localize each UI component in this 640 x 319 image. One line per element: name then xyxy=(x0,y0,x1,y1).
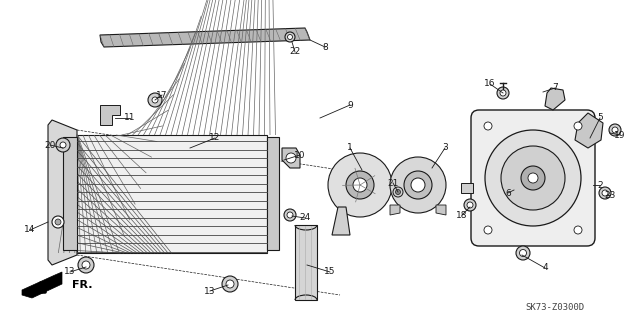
Circle shape xyxy=(411,178,425,192)
Circle shape xyxy=(501,146,565,210)
Text: 1: 1 xyxy=(347,144,353,152)
Text: 22: 22 xyxy=(289,48,301,56)
Polygon shape xyxy=(100,105,120,125)
Text: 11: 11 xyxy=(124,114,136,122)
Circle shape xyxy=(55,219,61,225)
Text: 19: 19 xyxy=(614,130,626,139)
Text: 16: 16 xyxy=(484,79,496,88)
Circle shape xyxy=(148,93,162,107)
Polygon shape xyxy=(22,272,62,298)
Circle shape xyxy=(521,166,545,190)
Text: 17: 17 xyxy=(156,91,168,100)
Circle shape xyxy=(574,122,582,130)
Circle shape xyxy=(500,90,506,96)
Circle shape xyxy=(516,246,530,260)
Bar xyxy=(267,137,279,250)
Circle shape xyxy=(497,87,509,99)
Text: 9: 9 xyxy=(347,100,353,109)
Polygon shape xyxy=(282,148,300,168)
Circle shape xyxy=(599,187,611,199)
Text: 15: 15 xyxy=(324,268,336,277)
Text: 14: 14 xyxy=(24,226,36,234)
Circle shape xyxy=(82,261,90,269)
Circle shape xyxy=(612,127,618,133)
Circle shape xyxy=(56,138,70,152)
Text: 8: 8 xyxy=(322,42,328,51)
Circle shape xyxy=(464,199,476,211)
Circle shape xyxy=(152,97,158,103)
Circle shape xyxy=(78,257,94,273)
Circle shape xyxy=(346,171,374,199)
Text: 21: 21 xyxy=(387,179,399,188)
Bar xyxy=(461,183,473,193)
Text: FR.: FR. xyxy=(72,280,93,290)
Text: SK73-Z0300D: SK73-Z0300D xyxy=(525,303,584,313)
Polygon shape xyxy=(48,120,77,265)
Circle shape xyxy=(353,178,367,192)
Circle shape xyxy=(286,153,296,163)
Bar xyxy=(295,225,317,300)
Circle shape xyxy=(222,276,238,292)
Circle shape xyxy=(485,130,581,226)
Text: 10: 10 xyxy=(294,151,306,160)
Text: 13: 13 xyxy=(64,268,76,277)
Text: 7: 7 xyxy=(552,84,558,93)
Text: 3: 3 xyxy=(442,144,448,152)
Bar xyxy=(77,135,267,253)
Polygon shape xyxy=(545,88,565,110)
Bar xyxy=(63,137,77,250)
Text: 4: 4 xyxy=(542,263,548,272)
Circle shape xyxy=(484,122,492,130)
Circle shape xyxy=(226,280,234,288)
Circle shape xyxy=(574,226,582,234)
Circle shape xyxy=(520,249,527,256)
Polygon shape xyxy=(436,205,446,215)
Polygon shape xyxy=(575,113,603,148)
Circle shape xyxy=(287,212,293,218)
Circle shape xyxy=(60,142,66,148)
Circle shape xyxy=(404,171,432,199)
Circle shape xyxy=(287,34,292,40)
Circle shape xyxy=(396,189,401,195)
Circle shape xyxy=(393,187,403,197)
Text: 6: 6 xyxy=(505,189,511,197)
FancyBboxPatch shape xyxy=(471,110,595,246)
Circle shape xyxy=(285,32,295,42)
Circle shape xyxy=(609,124,621,136)
Circle shape xyxy=(52,216,64,228)
Text: 5: 5 xyxy=(597,114,603,122)
Circle shape xyxy=(284,209,296,221)
Text: 2: 2 xyxy=(597,181,603,189)
Circle shape xyxy=(602,190,608,196)
Circle shape xyxy=(390,157,446,213)
Text: 18: 18 xyxy=(456,211,468,219)
Text: 24: 24 xyxy=(300,213,310,222)
Circle shape xyxy=(328,153,392,217)
Circle shape xyxy=(528,173,538,183)
Polygon shape xyxy=(332,207,350,235)
Circle shape xyxy=(467,202,473,208)
Text: 20: 20 xyxy=(44,140,56,150)
Circle shape xyxy=(484,226,492,234)
Polygon shape xyxy=(390,205,400,215)
Text: 23: 23 xyxy=(604,190,616,199)
Text: 12: 12 xyxy=(209,133,221,143)
Polygon shape xyxy=(100,28,310,47)
Text: 13: 13 xyxy=(204,286,216,295)
